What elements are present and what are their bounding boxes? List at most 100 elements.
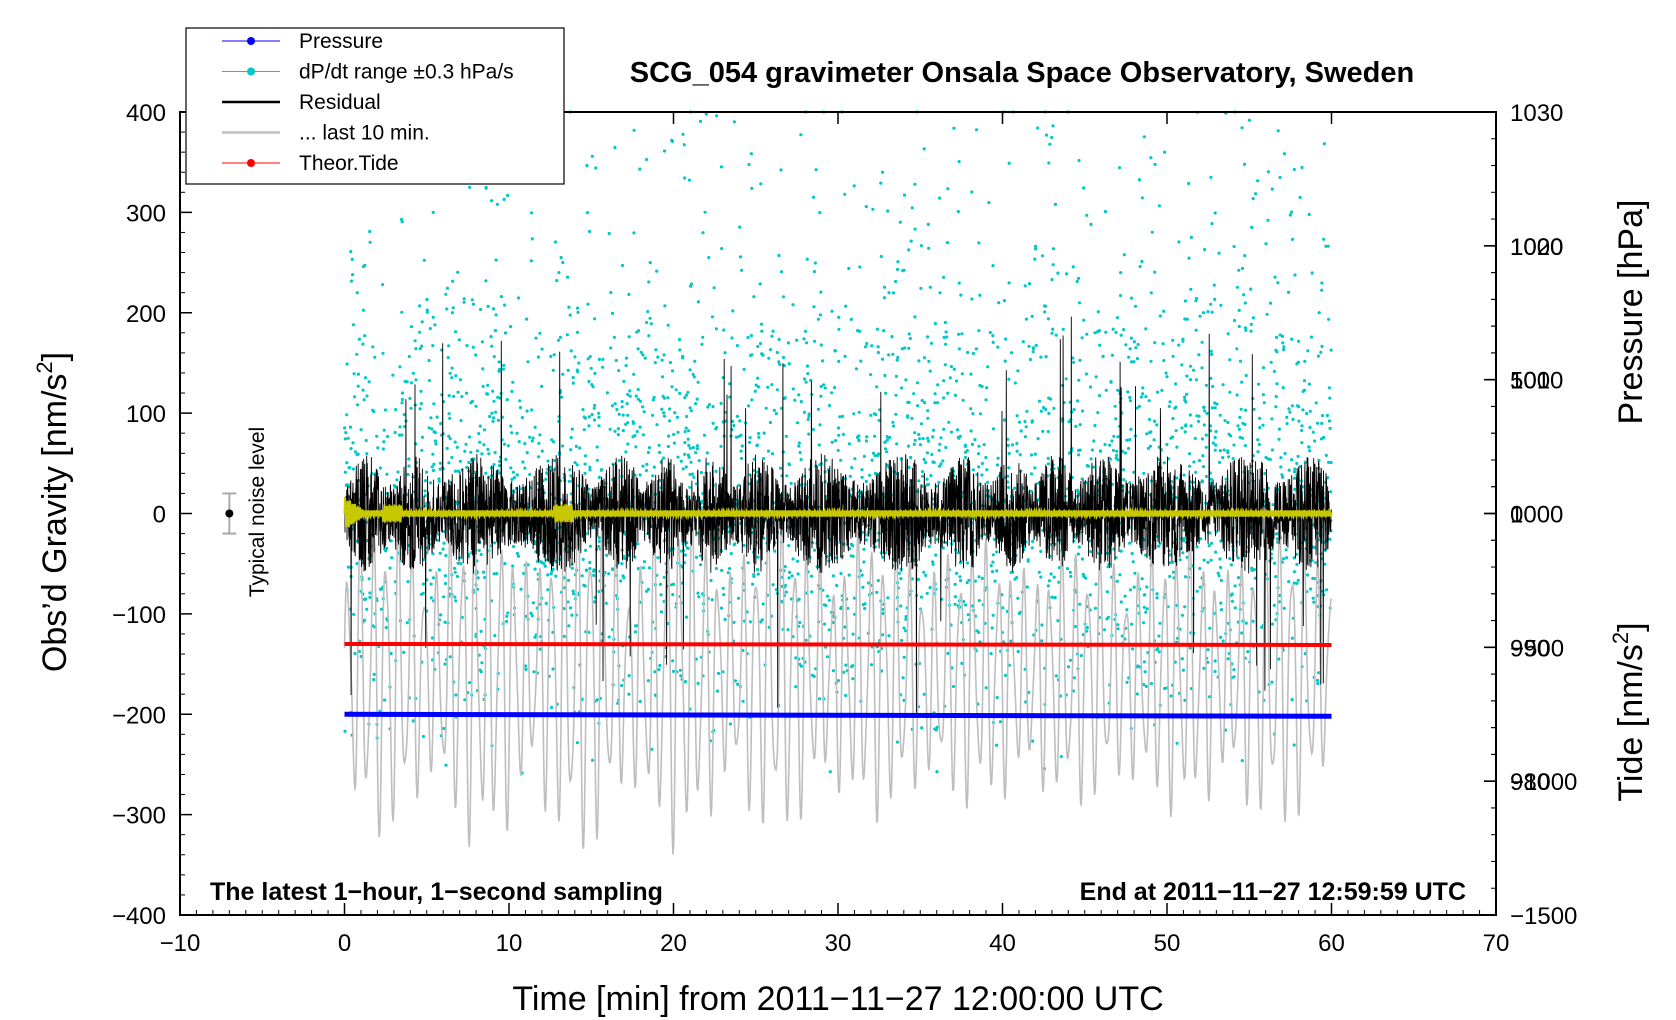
dpdt-point: [902, 698, 906, 703]
dpdt-point: [723, 351, 727, 355]
x-tick-label: 20: [660, 930, 687, 957]
dpdt-point: [1104, 330, 1108, 334]
dpdt-point: [350, 257, 354, 261]
dpdt-point: [1078, 358, 1082, 362]
dpdt-point: [1041, 254, 1045, 258]
dpdt-point: [1211, 384, 1215, 389]
dpdt-point: [465, 391, 469, 395]
dpdt-point: [1003, 418, 1007, 422]
dpdt-point: [988, 330, 992, 335]
dpdt-point: [922, 356, 927, 360]
dpdt-point: [371, 408, 375, 412]
dpdt-point: [523, 442, 527, 446]
dpdt-point: [1142, 471, 1146, 475]
dpdt-point: [977, 444, 981, 448]
pressure-line: [344, 711, 1332, 719]
dpdt-point: [723, 617, 727, 622]
dpdt-point: [970, 442, 975, 446]
dpdt-point: [797, 444, 801, 448]
dpdt-point: [1044, 304, 1048, 308]
dpdt-point: [624, 356, 629, 360]
dpdt-point: [1282, 345, 1286, 349]
dpdt-point: [794, 685, 798, 689]
dpdt-point: [952, 126, 956, 130]
dpdt-point: [682, 143, 686, 147]
dpdt-point: [1128, 395, 1132, 400]
dpdt-point: [719, 606, 724, 610]
dpdt-point: [1232, 668, 1236, 672]
dpdt-point: [639, 350, 643, 354]
dpdt-point: [551, 667, 555, 671]
dpdt-point: [1090, 448, 1094, 452]
dpdt-point: [1196, 419, 1201, 423]
dpdt-point: [849, 317, 853, 321]
dpdt-point: [447, 412, 451, 416]
dpdt-point: [1127, 355, 1131, 359]
dpdt-point: [916, 577, 921, 581]
dpdt-point: [825, 594, 830, 598]
dpdt-point: [510, 477, 514, 481]
dpdt-point: [943, 320, 948, 325]
dpdt-point: [1105, 590, 1109, 594]
dpdt-point: [980, 473, 984, 477]
dpdt-point: [571, 375, 575, 380]
dpdt-point: [393, 430, 397, 435]
dpdt-point: [448, 655, 452, 659]
dpdt-point: [429, 416, 433, 420]
dpdt-point: [599, 468, 604, 472]
dpdt-point: [365, 452, 369, 456]
dpdt-point: [1102, 628, 1107, 632]
dpdt-point: [722, 328, 726, 332]
dpdt-point: [899, 604, 903, 608]
dpdt-point: [1076, 399, 1080, 403]
dpdt-point: [1017, 420, 1022, 424]
dpdt-point: [1077, 378, 1081, 382]
dpdt-point: [837, 315, 841, 319]
dpdt-point: [625, 402, 629, 406]
dpdt-point: [634, 394, 638, 398]
dpdt-point: [931, 435, 935, 439]
dpdt-point: [993, 579, 997, 583]
dpdt-point: [352, 612, 356, 617]
dpdt-point: [925, 451, 930, 455]
dpdt-point: [409, 325, 414, 329]
dpdt-point: [1093, 423, 1097, 428]
dpdt-point: [423, 494, 427, 498]
dpdt-point: [453, 570, 457, 574]
dpdt-point: [816, 407, 821, 411]
dpdt-point: [677, 337, 682, 342]
dpdt-point: [534, 336, 538, 340]
dpdt-point: [1180, 363, 1184, 367]
dpdt-point: [430, 465, 434, 469]
dpdt-point: [494, 258, 498, 262]
dpdt-point: [1209, 558, 1213, 562]
dpdt-point: [1085, 332, 1089, 336]
dpdt-point: [529, 259, 533, 263]
dpdt-point: [1204, 383, 1208, 387]
dpdt-point: [1231, 457, 1235, 461]
dpdt-point: [558, 335, 563, 339]
dpdt-point: [715, 689, 720, 693]
dpdt-point: [1232, 675, 1236, 679]
tide-axis-title-close: ]: [1612, 622, 1650, 631]
dpdt-point: [790, 574, 794, 578]
dpdt-point: [574, 444, 579, 448]
dpdt-point: [1315, 678, 1320, 683]
dpdt-point: [1153, 419, 1157, 423]
dpdt-point: [1065, 567, 1070, 571]
dpdt-point: [583, 462, 587, 466]
dpdt-point: [963, 455, 968, 460]
dpdt-point: [363, 263, 367, 267]
dpdt-point: [504, 457, 508, 461]
dpdt-point: [726, 571, 730, 575]
dpdt-point: [605, 391, 610, 395]
dpdt-point: [719, 165, 724, 169]
dpdt-point: [939, 436, 943, 440]
dpdt-point: [408, 396, 412, 400]
dpdt-point: [549, 572, 553, 576]
dpdt-point: [937, 448, 941, 452]
dpdt-point: [1281, 341, 1285, 345]
dpdt-point: [1052, 406, 1056, 410]
dpdt-point: [1025, 585, 1029, 589]
dpdt-point: [844, 693, 848, 698]
